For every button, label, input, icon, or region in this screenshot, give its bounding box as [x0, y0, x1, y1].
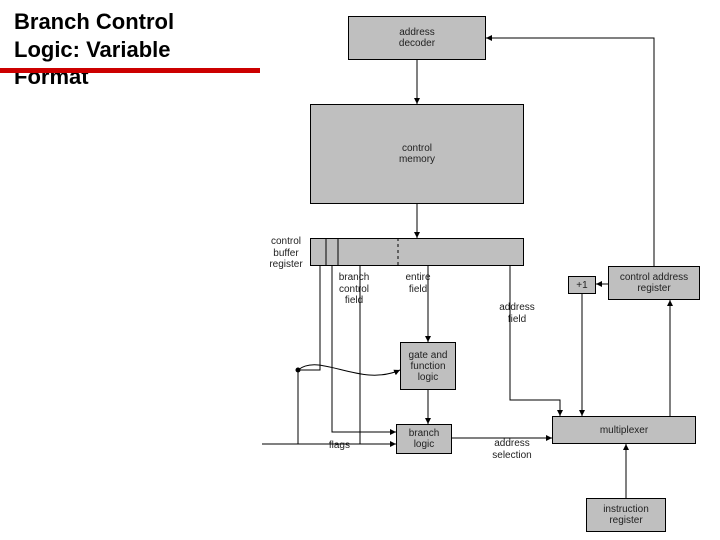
label-entire-field: entirefield [396, 272, 440, 295]
node-label: +1 [576, 280, 587, 291]
title-line1: Branch Control [14, 9, 174, 34]
node-address-decoder: addressdecoder [348, 16, 486, 60]
page-title: Branch Control Logic: Variable Format [14, 8, 174, 91]
node-label: control addressregister [620, 272, 688, 294]
node-label: branchlogic [409, 428, 440, 450]
node-label: gate andfunctionlogic [409, 350, 448, 383]
node-label: multiplexer [600, 425, 648, 436]
node-instruction-register: instructionregister [586, 498, 666, 532]
label-control-buffer-register: controlbufferregister [264, 236, 308, 271]
node-control-buffer-register [310, 238, 524, 266]
node-plus-one: +1 [568, 276, 596, 294]
node-label: controlmemory [399, 143, 435, 165]
node-control-address-register: control addressregister [608, 266, 700, 300]
node-label: addressdecoder [399, 27, 435, 49]
node-gate-function-logic: gate andfunctionlogic [400, 342, 456, 390]
title-underline [0, 68, 260, 73]
title-line2: Logic: Variable [14, 37, 171, 62]
node-label: instructionregister [603, 504, 649, 526]
label-address-selection: addressselection [486, 438, 538, 461]
label-address-field: addressfield [494, 302, 540, 325]
node-control-memory: controlmemory [310, 104, 524, 204]
label-branch-control-field: branchcontrolfield [332, 272, 376, 307]
label-flags: flags [316, 440, 350, 452]
node-branch-logic: branchlogic [396, 424, 452, 454]
node-multiplexer: multiplexer [552, 416, 696, 444]
